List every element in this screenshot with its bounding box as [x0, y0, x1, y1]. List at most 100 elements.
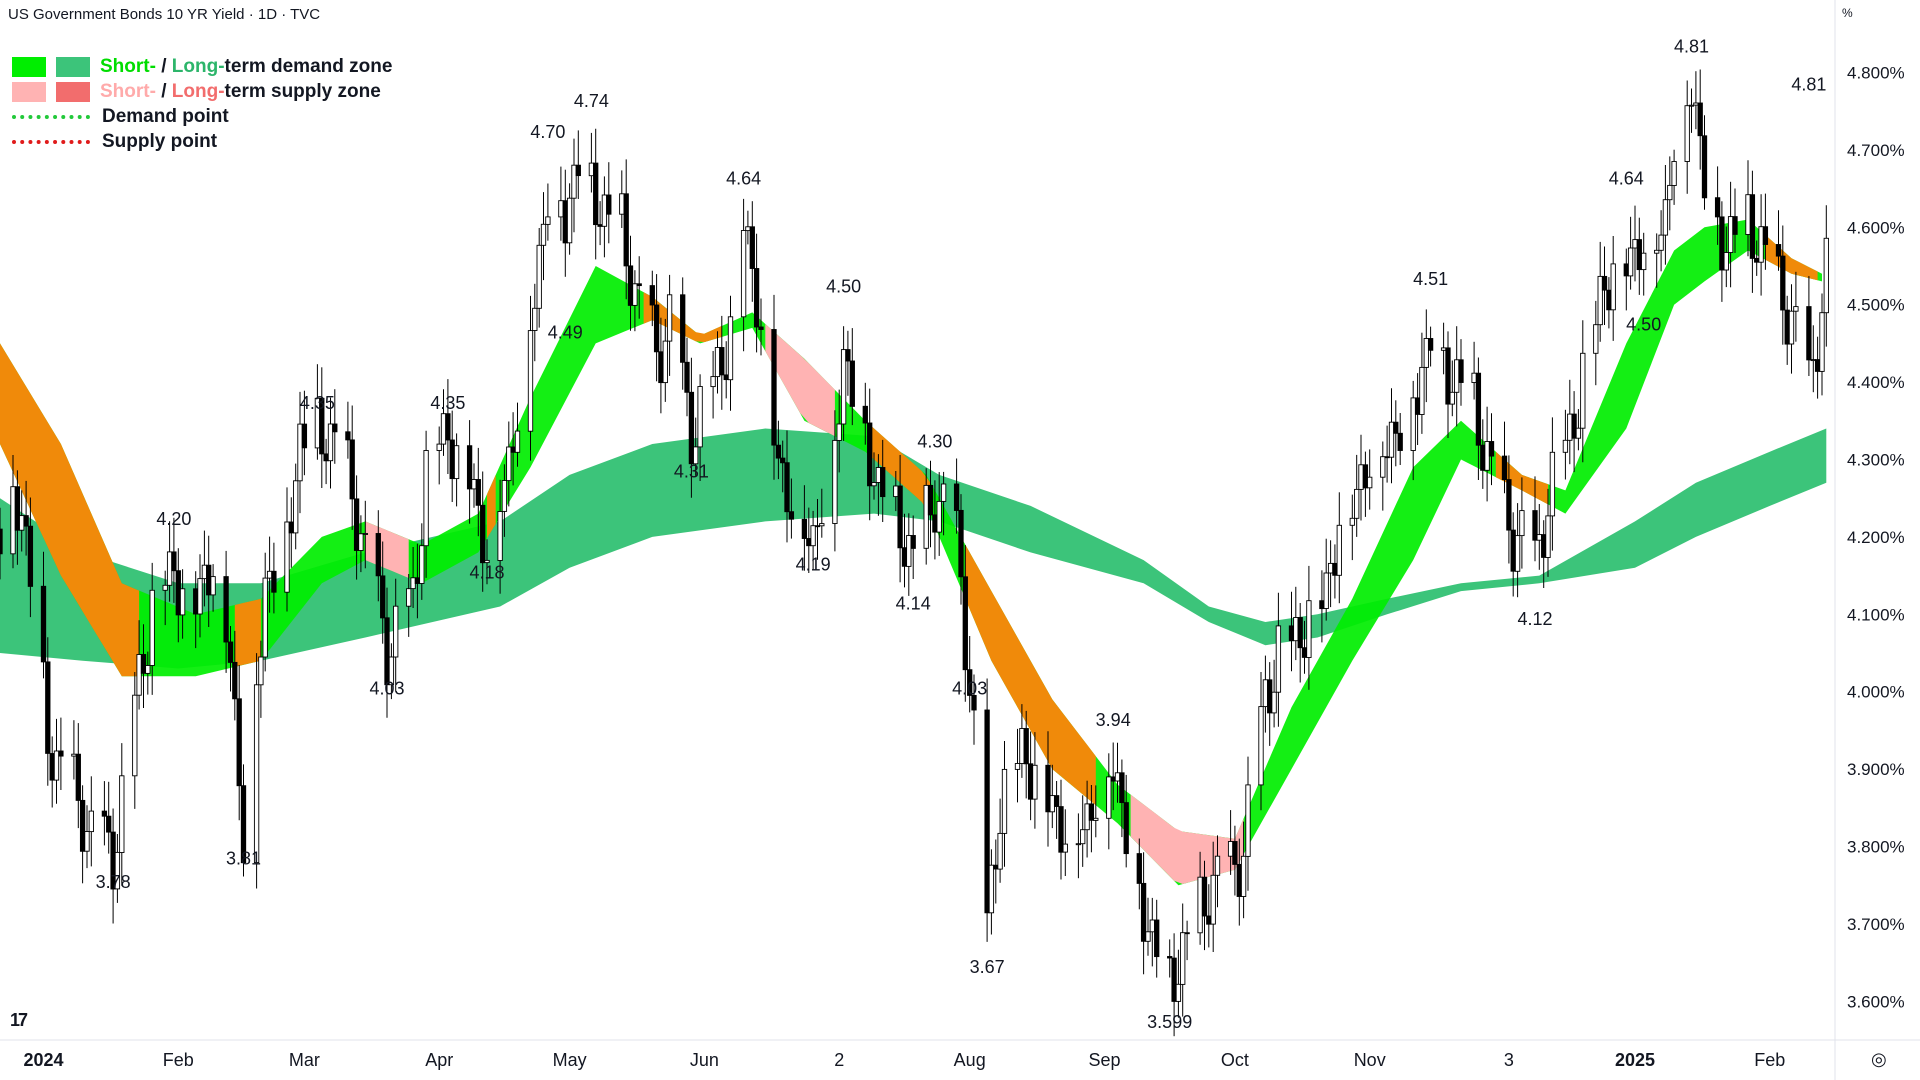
candle-body [388, 656, 395, 686]
candle-body [984, 709, 990, 914]
candle-body [1575, 427, 1582, 439]
candle-body [832, 439, 838, 524]
candle-body [1749, 194, 1756, 259]
candle-body [806, 538, 812, 547]
candle-body [175, 570, 181, 616]
x-tick-label: Feb [1754, 1050, 1785, 1070]
candle-body [349, 439, 355, 500]
candle-body [1819, 312, 1825, 372]
candle-body [527, 330, 534, 432]
candle-body [1414, 397, 1421, 415]
candle-body [1810, 359, 1816, 362]
candle-body [484, 559, 490, 564]
candle-body [588, 162, 595, 177]
candle-body [636, 283, 642, 287]
candle-body [901, 547, 908, 567]
candle-body [193, 588, 199, 615]
supply-overlap-band [234, 598, 261, 667]
candle-body [1506, 479, 1512, 531]
legend-supply-long: Long- [171, 80, 225, 102]
candle-body [814, 525, 821, 528]
candle-body [440, 413, 447, 445]
candle-body [545, 216, 551, 225]
candle-body [1323, 572, 1329, 609]
candle-body [1662, 199, 1669, 236]
candle-body [740, 230, 747, 318]
peak-label: 4.31 [674, 462, 709, 482]
supply-overlap-band [0, 343, 140, 677]
candle-body [840, 349, 847, 425]
candle-body [475, 479, 481, 506]
candle-body [1632, 239, 1638, 249]
x-tick-label: Aug [954, 1050, 986, 1070]
candle-body [1688, 104, 1695, 107]
candle-body [1240, 855, 1247, 897]
candle-body [666, 294, 673, 342]
candle-body [240, 785, 247, 864]
candle-body [1562, 439, 1569, 453]
candle-body [1519, 510, 1525, 537]
chart-title: US Government Bonds 10 YR Yield · 1D · T… [8, 6, 321, 23]
candle-body [0, 528, 3, 555]
candle-body [893, 485, 899, 498]
candle-body [1110, 776, 1116, 782]
candle-body [753, 268, 760, 328]
legend-demand-zone: Short- / Long- term demand zone [12, 54, 392, 79]
candle-body [497, 511, 503, 561]
legend-demand-point: Demand point [12, 104, 392, 129]
candle-body [688, 391, 695, 465]
candle-body [1258, 706, 1264, 786]
candle-body [1488, 441, 1495, 457]
candle-body [1149, 919, 1155, 933]
peak-label: 3.599 [1147, 1012, 1192, 1032]
candle-body [236, 698, 242, 787]
legend-demand-sep: / [155, 55, 172, 77]
candle-body [40, 585, 47, 663]
candle-body [332, 423, 338, 433]
candle-body [1545, 515, 1551, 558]
candle-body [1571, 413, 1577, 439]
short-supply-swatch [12, 81, 46, 102]
candle-body [993, 864, 999, 870]
candle-body [375, 533, 381, 577]
candle-body [1014, 763, 1021, 770]
legend-supply-zone: Short- / Long- term supply zone [12, 79, 392, 104]
candle-body [1814, 359, 1821, 372]
candle-body [810, 525, 816, 547]
candle-body [649, 285, 655, 306]
candle-body [1597, 275, 1603, 326]
candle-body [658, 351, 664, 384]
candle-body [384, 617, 390, 686]
candle-body [1045, 764, 1051, 813]
candle-body [1449, 391, 1455, 405]
candle-body [1227, 841, 1234, 857]
candle-body [10, 486, 16, 555]
candle-body [1362, 464, 1369, 489]
candle-body [1732, 216, 1738, 235]
candle-body [506, 446, 512, 482]
candle-body [758, 326, 764, 330]
candle-body [619, 193, 625, 215]
candle-body [771, 329, 777, 446]
candle-body [327, 423, 334, 462]
candle-body [1440, 347, 1447, 351]
y-tick-label: 4.600% [1847, 218, 1905, 237]
peak-label: 4.18 [469, 562, 504, 582]
candle-body [1332, 562, 1338, 576]
candle-body [79, 799, 86, 852]
candle-body [266, 570, 273, 579]
peak-label: 4.03 [952, 679, 987, 699]
candle-body [1445, 347, 1451, 405]
candle-body [1514, 535, 1521, 572]
tradingview-logo-icon[interactable]: 17 [10, 1010, 28, 1030]
candle-body [1788, 310, 1795, 345]
candle-body [597, 224, 603, 227]
candle-body [1823, 237, 1829, 314]
candle-body [819, 523, 825, 527]
settings-icon[interactable]: ◎ [1871, 1049, 1887, 1069]
peak-label: 4.35 [300, 393, 335, 413]
candle-body [1171, 957, 1177, 1002]
candle-body [362, 533, 368, 535]
candle-body [23, 515, 29, 527]
